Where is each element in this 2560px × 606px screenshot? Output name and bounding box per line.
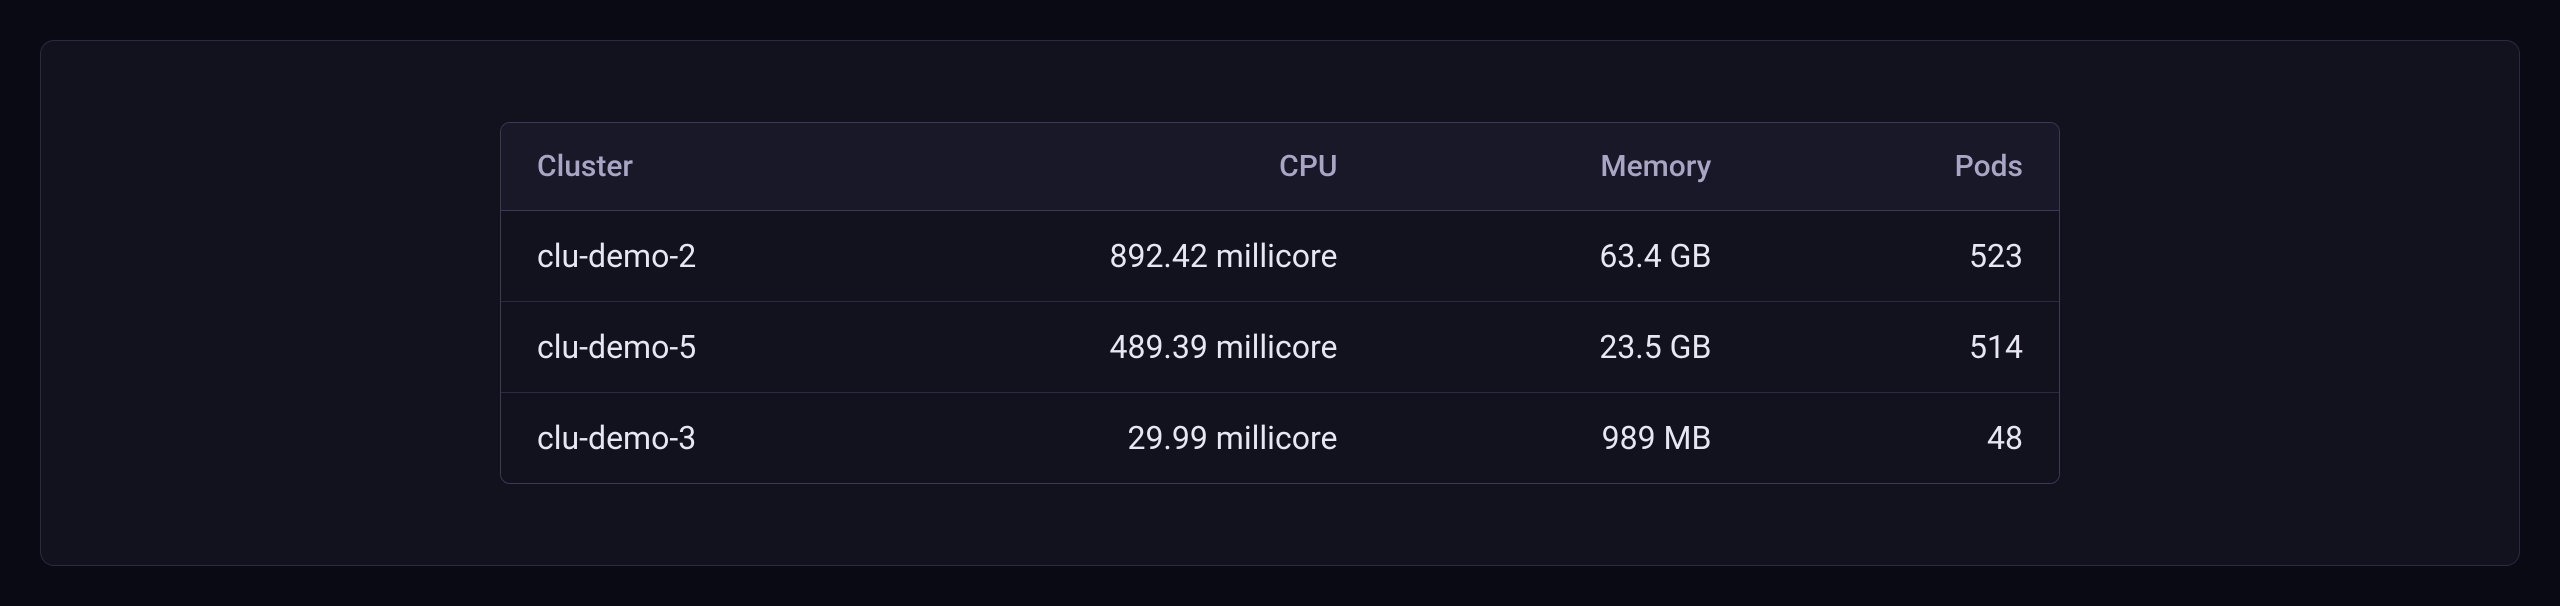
cluster-table-container: Cluster CPU Memory Pods clu-demo-2 892.4… xyxy=(500,122,2060,484)
cell-memory: 23.5 GB xyxy=(1373,302,1747,393)
cell-pods: 523 xyxy=(1747,211,2059,302)
table-header-row: Cluster CPU Memory Pods xyxy=(501,123,2059,211)
cluster-table: Cluster CPU Memory Pods clu-demo-2 892.4… xyxy=(501,123,2059,483)
cell-cpu: 892.42 millicore xyxy=(937,211,1373,302)
cell-cluster: clu-demo-3 xyxy=(501,393,937,484)
table-row[interactable]: clu-demo-5 489.39 millicore 23.5 GB 514 xyxy=(501,302,2059,393)
cell-pods: 48 xyxy=(1747,393,2059,484)
column-header-pods[interactable]: Pods xyxy=(1747,123,2059,211)
cell-cpu: 29.99 millicore xyxy=(937,393,1373,484)
column-header-cpu[interactable]: CPU xyxy=(937,123,1373,211)
cell-memory: 989 MB xyxy=(1373,393,1747,484)
table-row[interactable]: clu-demo-3 29.99 millicore 989 MB 48 xyxy=(501,393,2059,484)
cell-memory: 63.4 GB xyxy=(1373,211,1747,302)
cell-cluster: clu-demo-5 xyxy=(501,302,937,393)
table-row[interactable]: clu-demo-2 892.42 millicore 63.4 GB 523 xyxy=(501,211,2059,302)
cell-cluster: clu-demo-2 xyxy=(501,211,937,302)
cell-pods: 514 xyxy=(1747,302,2059,393)
column-header-cluster[interactable]: Cluster xyxy=(501,123,937,211)
cell-cpu: 489.39 millicore xyxy=(937,302,1373,393)
outer-panel: Cluster CPU Memory Pods clu-demo-2 892.4… xyxy=(40,40,2520,566)
column-header-memory[interactable]: Memory xyxy=(1373,123,1747,211)
